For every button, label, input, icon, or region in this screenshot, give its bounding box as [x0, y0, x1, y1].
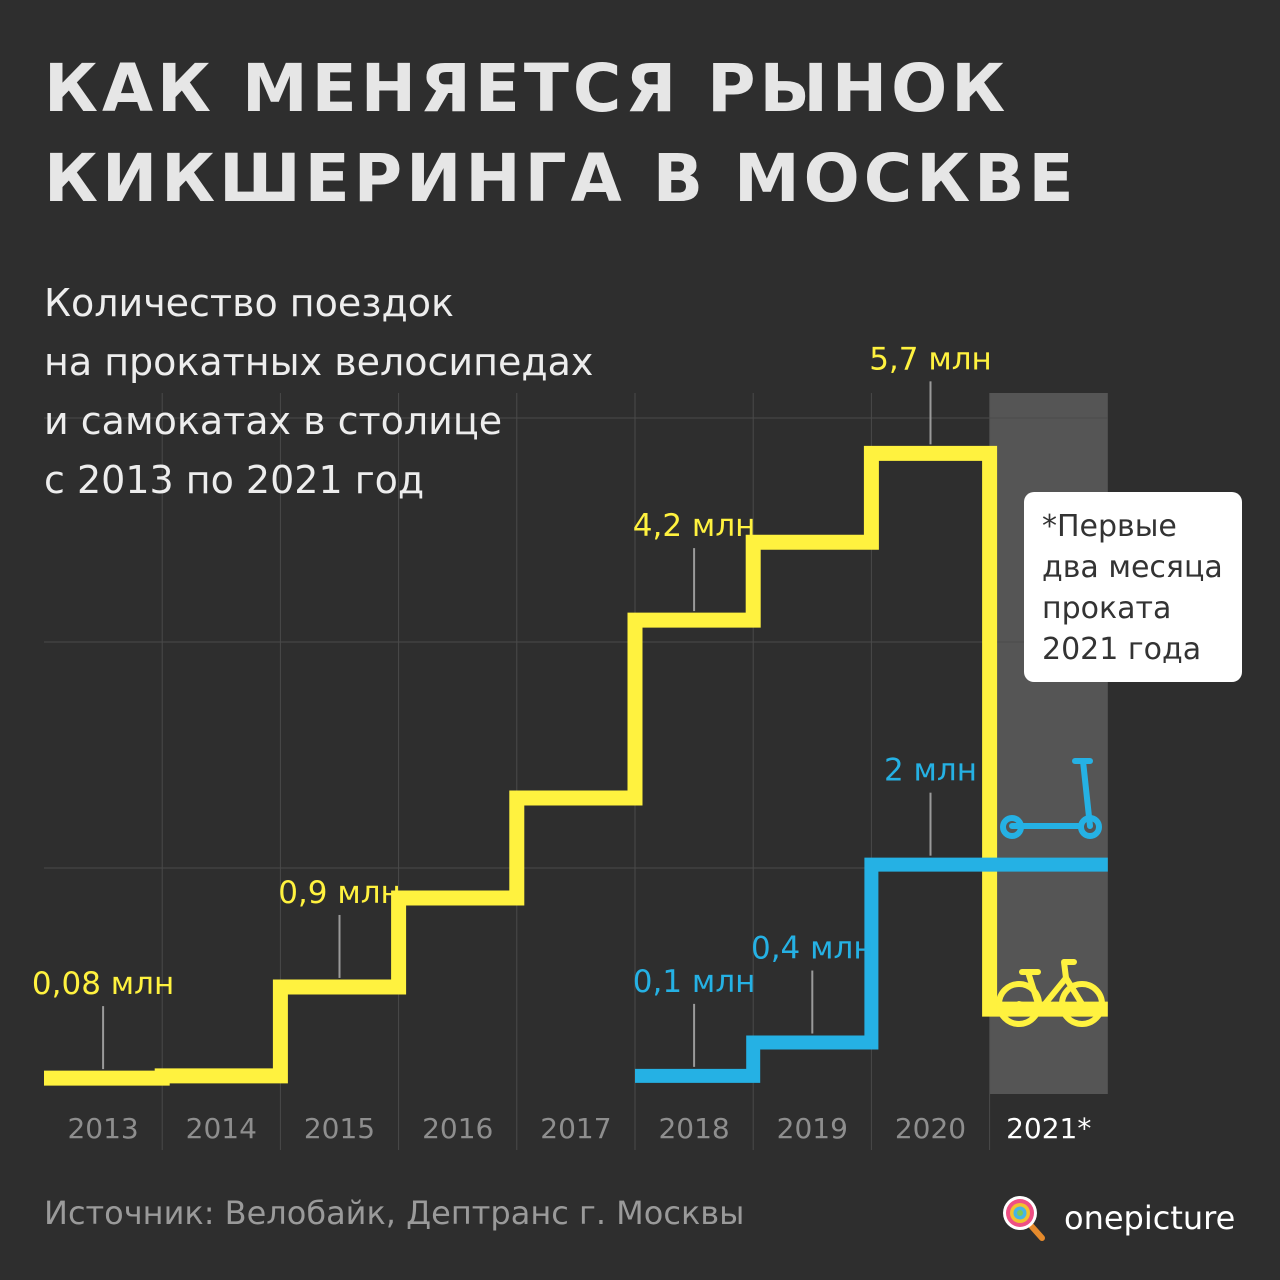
series-line-bicycle	[44, 445, 1108, 1086]
source-text: Источник: Велобайк, Дептранс г. Москвы	[44, 1194, 745, 1232]
title-line-2: КИКШЕРИНГА В МОСКВЕ	[44, 140, 1078, 217]
brand-logo: onepicture	[1000, 1192, 1235, 1244]
x-tick-label: 2021*	[1006, 1112, 1091, 1145]
subtitle-line-4: с 2013 по 2021 год	[44, 458, 425, 502]
brand-name: onepicture	[1064, 1199, 1236, 1237]
subtitle-line-3: и самокатах в столице	[44, 399, 503, 443]
scooter-icon	[1000, 758, 1102, 839]
x-tick-label: 2013	[67, 1112, 138, 1145]
data-label: 2 млн	[884, 753, 977, 789]
data-label: 0,08 млн	[32, 966, 174, 1002]
x-tick-label: 2018	[658, 1112, 729, 1145]
x-tick-label: 2019	[777, 1112, 848, 1145]
x-tick-label: 2015	[304, 1112, 375, 1145]
x-tick-label: 2014	[186, 1112, 257, 1145]
footnote-line-4: 2021 года	[1042, 632, 1202, 667]
subtitle-line-2: на прокатных велосипедах	[44, 340, 594, 384]
footnote-line-2: два месяца	[1042, 550, 1223, 585]
data-label: 0,1 млн	[633, 964, 756, 1000]
footnote-line-1: *Первые	[1042, 509, 1177, 544]
footnote-box: *Первые два месяца проката 2021 года	[1024, 492, 1242, 682]
data-label: 4,2 млн	[633, 508, 756, 544]
page-title: КАК МЕНЯЕТСЯ РЫНОК КИКШЕРИНГА В МОСКВЕ	[44, 44, 1078, 224]
x-tick-label: 2016	[422, 1112, 493, 1145]
chart-subtitle: Количество поездок на прокатных велосипе…	[44, 274, 593, 510]
title-line-1: КАК МЕНЯЕТСЯ РЫНОК	[44, 50, 1010, 127]
x-tick-label: 2017	[540, 1112, 611, 1145]
bicycle-icon	[996, 959, 1105, 1027]
lollipop-logo-icon	[1003, 1196, 1045, 1241]
data-label: 0,9 млн	[278, 875, 401, 911]
data-label: 5,7 млн	[869, 341, 992, 377]
data-label: 0,4 млн	[751, 931, 874, 967]
subtitle-line-1: Количество поездок	[44, 281, 454, 325]
x-tick-label: 2020	[895, 1112, 966, 1145]
footnote-line-3: проката	[1042, 591, 1172, 626]
series-line-scooter	[635, 857, 1108, 1083]
